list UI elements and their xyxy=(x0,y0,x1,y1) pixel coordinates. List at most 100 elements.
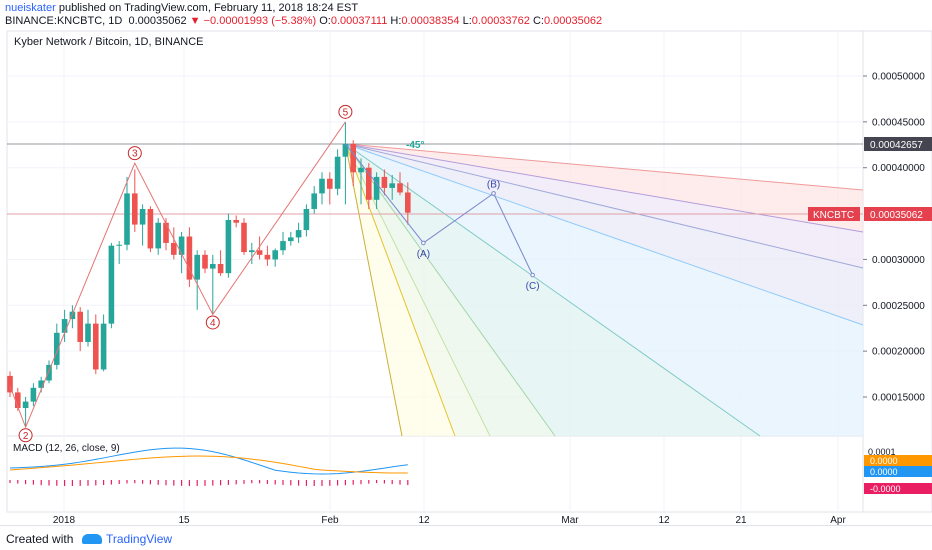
candle-body xyxy=(46,364,52,381)
candle-body xyxy=(69,311,76,320)
candle-body xyxy=(171,242,177,255)
fan-line xyxy=(345,143,761,437)
price-tick-label: 0.00050000 xyxy=(872,72,925,83)
histogram-bar xyxy=(344,480,346,486)
macd-signal-tag xyxy=(864,455,932,466)
fan-angle-label: -45° xyxy=(406,140,424,151)
histogram-bar xyxy=(173,480,175,486)
high-label: H: xyxy=(390,15,402,27)
histogram-bar xyxy=(71,480,73,486)
candle-body xyxy=(7,375,13,393)
candle-body xyxy=(30,387,37,402)
publish-info: published on TradingView.com, February 1… xyxy=(58,2,359,14)
time-tick-label: Feb xyxy=(321,515,339,526)
time-axis[interactable]: 2018 15 Feb 12 Mar 12 21 Apr xyxy=(53,515,847,526)
candle-body xyxy=(295,230,302,238)
histogram-bar xyxy=(321,480,323,486)
price-axis[interactable] xyxy=(862,30,932,513)
wave-label: 4 xyxy=(210,318,216,329)
wave-label-circle xyxy=(18,428,33,443)
current-price-marker-text: 0.00042657 xyxy=(870,140,923,151)
candle-body xyxy=(241,222,247,253)
price-axis-ticks: 0.00050000 0.00045000 0.00040000 0.00030000… xyxy=(863,72,925,404)
last-price-marker-text: 0.00035062 xyxy=(870,210,923,221)
histogram-bar xyxy=(40,480,42,486)
cloud-icon xyxy=(82,534,102,544)
abc-point xyxy=(491,191,496,196)
fan-line xyxy=(345,143,864,269)
histogram-bar xyxy=(227,480,229,485)
candle-body xyxy=(303,208,310,231)
macd-label: MACD (12, 26, close, 9) xyxy=(13,443,120,454)
wave-label-circle xyxy=(338,104,353,119)
time-tick-label: 2018 xyxy=(53,515,76,526)
macd-hist-tag xyxy=(864,483,932,494)
price-tick-label: 0.00040000 xyxy=(872,163,925,174)
tradingview-logo[interactable]: TradingView xyxy=(82,532,172,546)
histogram-bar xyxy=(376,480,378,484)
candle-body xyxy=(178,236,185,255)
candle-body xyxy=(132,193,138,225)
macd-signal-tag-text: 0.0000 xyxy=(870,456,898,466)
histogram-bar xyxy=(48,480,50,486)
low-value: 0.00033762 xyxy=(471,15,530,27)
time-tick-label: 12 xyxy=(658,515,670,526)
candle-body xyxy=(272,250,278,260)
candle-body xyxy=(342,143,349,157)
histogram-bar xyxy=(165,480,167,486)
candle-body xyxy=(93,323,99,370)
histogram-bar xyxy=(337,480,339,486)
fan-line xyxy=(344,143,456,437)
fan-zone xyxy=(345,143,863,436)
histogram-bar xyxy=(329,480,331,486)
candle-body xyxy=(100,323,107,370)
footer-created-text: Created with xyxy=(6,532,74,546)
fan-line xyxy=(344,143,556,437)
histogram-bar xyxy=(274,480,276,485)
candle-body xyxy=(350,143,356,173)
abc-line xyxy=(345,143,534,276)
histogram-bar xyxy=(95,480,97,486)
candle-body xyxy=(194,254,200,280)
histogram-bar xyxy=(407,480,409,486)
symbol-marker-text: KNCBTC xyxy=(813,210,854,221)
publisher-username[interactable]: nueiskater xyxy=(5,2,56,14)
histogram-bar xyxy=(352,480,354,485)
abc-point xyxy=(530,272,535,278)
gann-fan xyxy=(344,143,864,437)
histogram-bar xyxy=(360,480,362,485)
candle-body xyxy=(358,167,364,173)
wave-label: 3 xyxy=(132,149,138,160)
candle-body xyxy=(334,156,341,189)
elliott-wave: 2 3 4 5 xyxy=(9,104,353,443)
histogram-bar xyxy=(266,480,268,484)
footer-brand: TradingView xyxy=(106,532,173,546)
candle-body xyxy=(210,264,216,269)
price-tick-label: 0.00025000 xyxy=(872,301,925,312)
histogram-bar xyxy=(298,480,300,486)
histogram-bar xyxy=(103,480,105,486)
ohlc-line: BINANCE:KNCBTC, 1D 0.00035062 ▼ −0.00001… xyxy=(5,15,602,27)
macd-line-tag-text: 0.0000 xyxy=(870,467,898,477)
histogram-bar xyxy=(9,480,11,483)
candle-body xyxy=(264,254,271,260)
candle-body xyxy=(381,176,388,188)
histogram-bar xyxy=(25,480,27,485)
price-tick-label: 0.00030000 xyxy=(872,255,925,266)
histogram-bar xyxy=(368,480,370,484)
macd-indicator xyxy=(9,447,409,486)
histogram-bar xyxy=(118,480,120,485)
fan-line xyxy=(345,143,864,326)
candle-body xyxy=(116,244,122,246)
histogram-bar xyxy=(142,480,144,484)
histogram-bar xyxy=(157,480,159,485)
fan-line xyxy=(345,143,864,191)
histogram-bar xyxy=(188,480,190,486)
candle-body xyxy=(54,332,60,365)
fan-line xyxy=(344,143,403,437)
down-triangle-icon: ▼ xyxy=(189,15,201,27)
wave-label-circle xyxy=(127,146,142,161)
histogram-bar xyxy=(87,480,89,486)
candle-body xyxy=(22,401,29,409)
